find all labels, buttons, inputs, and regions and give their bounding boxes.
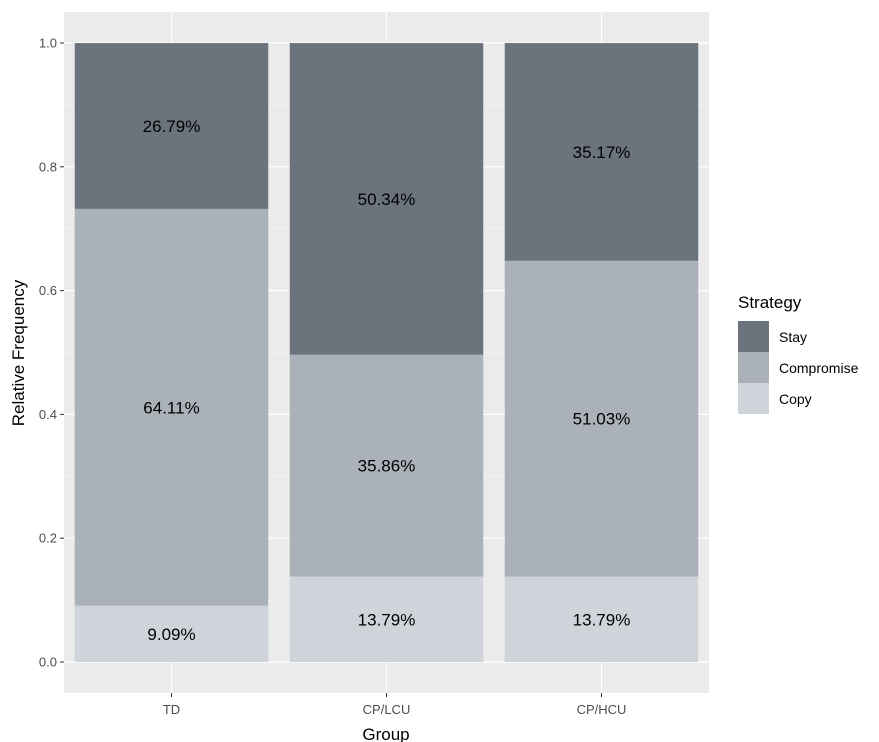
legend-item-stay: Stay — [738, 321, 807, 352]
bar-segment-copy — [289, 576, 484, 662]
legend-swatch — [738, 321, 769, 352]
data-label-compromise: 64.11% — [143, 398, 199, 417]
legend-swatch — [738, 352, 769, 383]
data-label-stay: 50.34% — [358, 190, 416, 209]
legend-label: Compromise — [779, 360, 859, 376]
legend-item-compromise: Compromise — [738, 352, 859, 383]
x-tick-label: CP/LCU — [363, 702, 411, 717]
bar-segment-compromise — [74, 208, 269, 606]
y-tick-label: 0.6 — [39, 283, 57, 298]
y-tick-label: 1.0 — [39, 36, 57, 51]
x-axis-ticks: TD CP/LCU CP/HCU — [163, 693, 627, 717]
legend-item-copy: Copy — [738, 383, 812, 414]
data-label-copy: 13.79% — [573, 610, 631, 629]
bar-segment-compromise — [289, 354, 484, 577]
legend-label: Stay — [779, 329, 807, 345]
data-label-stay: 26.79% — [143, 117, 201, 136]
bar-segment-compromise — [504, 260, 699, 577]
bar-segment-stay — [504, 43, 699, 261]
data-label-stay: 35.17% — [573, 143, 631, 162]
bar-segment-stay — [289, 43, 484, 355]
bar-segment-stay — [74, 43, 269, 209]
legend-title: Strategy — [738, 293, 802, 312]
bars — [74, 43, 699, 662]
x-tick-label: TD — [163, 702, 180, 717]
bar-segment-copy — [74, 605, 269, 662]
x-axis-title: Group — [362, 725, 409, 742]
y-tick-label: 0.8 — [39, 159, 57, 174]
data-label-compromise: 35.86% — [358, 457, 416, 476]
segment-labels: 9.09% 64.11% 26.79% 13.79% 35.86% 50.34% 13.79… — [143, 117, 631, 644]
legend-label: Copy — [779, 391, 812, 407]
legend: Strategy Stay Compromise Copy — [738, 293, 859, 414]
y-tick-label: 0.2 — [39, 531, 57, 546]
legend-swatch — [738, 383, 769, 414]
data-label-compromise: 51.03% — [573, 410, 631, 429]
x-tick-label: CP/HCU — [577, 702, 627, 717]
y-axis-title: Relative Frequency — [9, 279, 28, 426]
y-tick-label: 0.0 — [39, 655, 57, 670]
y-axis-ticks: 0.0 0.2 0.4 0.6 0.8 1.0 — [39, 36, 64, 670]
data-label-copy: 13.79% — [358, 610, 416, 629]
y-tick-label: 0.4 — [39, 407, 57, 422]
bar-segment-copy — [504, 576, 699, 662]
data-label-copy: 9.09% — [147, 625, 195, 644]
